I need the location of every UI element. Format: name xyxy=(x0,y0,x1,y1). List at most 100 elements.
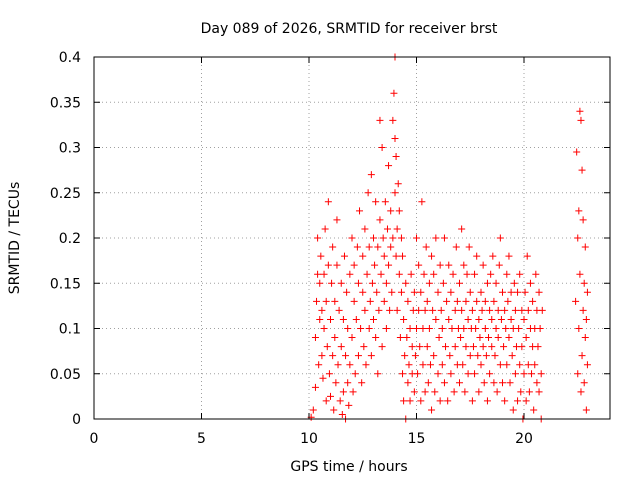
data-point xyxy=(580,379,588,387)
data-point xyxy=(479,343,487,351)
data-point xyxy=(517,388,525,396)
data-point xyxy=(313,297,321,305)
data-point xyxy=(449,270,457,278)
data-point xyxy=(579,306,587,314)
data-point xyxy=(397,234,405,242)
data-point xyxy=(417,288,425,296)
data-point xyxy=(327,315,334,323)
data-point xyxy=(416,343,424,351)
data-point xyxy=(502,325,510,332)
data-point xyxy=(453,297,461,305)
data-point xyxy=(425,279,433,287)
data-point xyxy=(482,352,490,360)
data-point xyxy=(424,379,432,387)
data-point xyxy=(578,166,586,174)
data-point xyxy=(575,325,583,332)
x-tick-label: 15 xyxy=(408,431,426,447)
data-point xyxy=(538,306,546,314)
data-point xyxy=(338,410,346,418)
data-point xyxy=(487,270,495,278)
data-point xyxy=(460,261,468,269)
data-point xyxy=(468,306,476,314)
data-point xyxy=(452,243,460,251)
data-point xyxy=(380,297,388,305)
data-point xyxy=(445,261,453,269)
data-point xyxy=(334,361,342,369)
data-point xyxy=(317,252,325,260)
y-tick-label: 0.3 xyxy=(59,141,81,157)
data-point xyxy=(437,306,445,314)
data-point xyxy=(402,279,410,287)
data-point xyxy=(419,361,427,369)
data-point xyxy=(354,352,362,360)
data-point xyxy=(490,297,498,305)
data-point xyxy=(397,288,405,296)
data-point xyxy=(486,306,494,314)
data-point xyxy=(356,207,364,215)
data-point xyxy=(320,325,328,332)
data-point xyxy=(325,370,333,378)
data-point xyxy=(475,388,483,396)
data-point xyxy=(392,252,400,260)
data-point xyxy=(403,334,411,342)
data-point xyxy=(535,388,543,396)
data-point xyxy=(371,261,379,269)
data-point xyxy=(505,252,513,260)
data-point xyxy=(393,306,401,314)
data-point xyxy=(396,334,404,342)
data-point xyxy=(497,315,505,323)
data-point xyxy=(477,361,485,369)
data-point xyxy=(335,306,343,314)
data-point xyxy=(336,397,344,405)
data-point xyxy=(469,343,477,351)
x-tick-label: 10 xyxy=(300,431,318,447)
data-point xyxy=(456,379,463,387)
data-point xyxy=(509,406,517,414)
data-point xyxy=(514,397,522,405)
data-point xyxy=(333,216,341,224)
data-point xyxy=(374,370,382,378)
data-point xyxy=(576,270,584,278)
data-point xyxy=(361,225,369,233)
data-point xyxy=(505,334,513,342)
data-point xyxy=(389,116,397,124)
data-point xyxy=(496,361,504,369)
data-point xyxy=(580,279,588,287)
data-point xyxy=(431,388,439,396)
data-point xyxy=(428,252,436,260)
data-point xyxy=(395,270,403,278)
data-point xyxy=(368,279,376,287)
data-point xyxy=(342,352,350,360)
data-point xyxy=(579,216,587,224)
data-point xyxy=(479,261,487,269)
data-point xyxy=(404,379,412,387)
data-point xyxy=(516,270,524,278)
data-point xyxy=(534,343,542,351)
y-tick-label: 0.25 xyxy=(50,186,81,202)
data-point xyxy=(378,343,386,351)
data-point xyxy=(435,334,443,342)
data-point xyxy=(374,243,382,251)
data-point xyxy=(348,334,356,342)
data-point xyxy=(491,352,499,360)
data-point xyxy=(343,288,351,296)
data-point xyxy=(438,361,446,369)
data-point xyxy=(350,297,358,305)
data-point xyxy=(330,406,338,414)
data-point xyxy=(488,343,496,351)
data-point xyxy=(472,325,480,332)
data-point xyxy=(327,392,334,400)
data-point xyxy=(473,297,481,305)
data-point xyxy=(365,243,373,251)
data-point xyxy=(511,306,519,314)
data-point xyxy=(346,361,354,369)
data-point xyxy=(421,306,429,314)
data-point xyxy=(575,207,583,215)
data-point xyxy=(471,270,479,278)
data-point xyxy=(445,315,453,323)
data-point xyxy=(359,288,367,296)
data-point xyxy=(364,189,372,197)
data-point xyxy=(446,352,454,360)
data-point xyxy=(365,325,373,332)
